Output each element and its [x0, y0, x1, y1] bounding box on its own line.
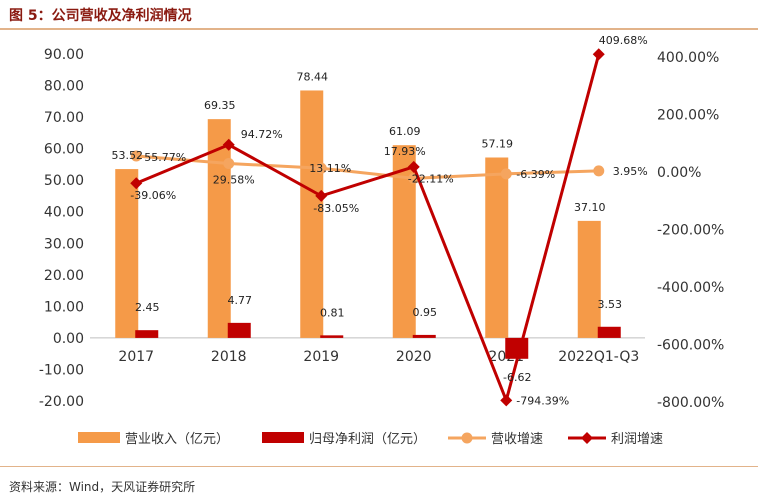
y-left-tick-label: 70.00 [44, 110, 84, 126]
y-left-tick-label: 20.00 [44, 268, 84, 284]
legend-profit-growth-swatch-marker [581, 432, 593, 444]
y-right-tick-label: -800.00% [657, 395, 724, 411]
net-profit-bar [597, 326, 621, 338]
profit-growth-marker [222, 138, 235, 151]
axes-layer: -20.00 -10.00 0.00 10.00 20.00 30.00 40.00 50.0… [39, 47, 724, 411]
net-profit-bar [135, 330, 159, 338]
y-left-tick-label: 10.00 [44, 299, 84, 315]
x-tick-label: 2018 [211, 349, 247, 365]
net-profit-bar [412, 334, 436, 338]
chart-header: 图 5：公司营收及净利润情况 [0, 0, 758, 30]
profit-growth-data-label: -39.06% [130, 189, 176, 202]
revenue-growth-data-label: 29.58% [213, 173, 255, 186]
profit-growth-marker [500, 394, 513, 407]
profit-growth-marker [315, 189, 328, 202]
revenue-bar [207, 119, 231, 338]
revenue-growth-data-label: -6.39% [516, 168, 555, 181]
revenue-growth-marker [500, 168, 512, 180]
source-note: 资料来源：Wind，天风证券研究所 [9, 480, 196, 494]
y-left-tick-label: 80.00 [44, 79, 84, 95]
revenue-growth-marker [223, 157, 235, 169]
profit-growth-data-label: -794.39% [516, 394, 569, 407]
net-profit-data-label: 2.45 [135, 301, 160, 314]
revenue-bar [392, 145, 416, 338]
y-left-tick-label: 90.00 [44, 47, 84, 63]
y-right-tick-label: 200.00% [657, 108, 719, 124]
legend-revenue-swatch [78, 432, 120, 443]
y-right-tick-label: -600.00% [657, 338, 724, 354]
net-profit-bar [320, 335, 344, 338]
y-left-tick-label: 40.00 [44, 205, 84, 221]
legend: 营业收入（亿元） 归母净利润（亿元） 营收增速 利润增速 [78, 432, 663, 447]
y-left-tick-label: -20.00 [39, 394, 84, 410]
figure-title: 图 5：公司营收及净利润情况 [9, 8, 192, 24]
profit-growth-marker [407, 160, 420, 173]
revenue-growth-marker [130, 150, 142, 162]
legend-net-profit-label: 归母净利润（亿元） [309, 432, 426, 447]
revenue-growth-line [136, 154, 599, 180]
profit-growth-data-label: 94.72% [241, 128, 283, 141]
data-labels-layer: 53.52 69.35 78.44 61.09 57.19 37.10 2.45 4.77 0.… [112, 34, 648, 407]
net-profit-data-label: 0.81 [320, 306, 345, 319]
y-left-tick-label: 30.00 [44, 236, 84, 252]
legend-revenue-label: 营业收入（亿元） [125, 432, 229, 447]
revenue-data-label: 69.35 [204, 99, 236, 112]
revenue-data-label: 53.52 [112, 149, 144, 162]
footer-divider [0, 466, 758, 467]
revenue-growth-data-label: 55.77% [144, 151, 186, 164]
x-tick-label: 2020 [396, 349, 432, 365]
net-profit-data-label: 4.77 [228, 294, 253, 307]
revenue-growth-data-label: -22.11% [408, 172, 454, 185]
y-left-tick-label: -10.00 [39, 362, 84, 378]
y-left-tick-label: 50.00 [44, 173, 84, 189]
y-right-tick-label: 0.00% [657, 165, 701, 181]
legend-net-profit-swatch [262, 432, 304, 443]
revenue-profit-chart: -20.00 -10.00 0.00 10.00 20.00 30.00 40.00 50.0… [39, 34, 724, 447]
revenue-growth-marker [593, 165, 605, 177]
revenue-bar [300, 90, 324, 338]
profit-growth-data-label: 409.68% [599, 34, 648, 47]
profit-growth-marker [592, 48, 605, 61]
lines-layer [130, 48, 605, 407]
x-tick-label: 2019 [303, 349, 339, 365]
net-profit-bar [227, 322, 251, 338]
revenue-growth-marker [315, 162, 327, 174]
net-profit-data-label: 3.53 [598, 298, 623, 311]
revenue-growth-data-label: 13.11% [309, 162, 351, 175]
y-right-tick-label: -200.00% [657, 223, 724, 239]
revenue-data-label: 78.44 [297, 70, 329, 83]
net-profit-data-label: -6.62 [503, 371, 531, 384]
revenue-data-label: 61.09 [389, 125, 421, 138]
x-tick-label: 2017 [118, 349, 154, 365]
legend-revenue-growth-swatch-marker [461, 432, 473, 444]
y-right-tick-label: -400.00% [657, 280, 724, 296]
y-left-tick-label: 60.00 [44, 142, 84, 158]
revenue-data-label: 57.19 [482, 138, 514, 151]
profit-growth-marker [130, 177, 143, 190]
title-divider [0, 28, 758, 30]
y-left-tick-label: 0.00 [53, 331, 84, 347]
revenue-data-label: 37.10 [574, 201, 606, 214]
y-right-tick-label: 400.00% [657, 50, 719, 66]
profit-growth-data-label: 17.93% [384, 145, 426, 158]
legend-revenue-growth-label: 营收增速 [491, 432, 543, 447]
x-tick-label: 2022Q1-Q3 [558, 349, 639, 365]
revenue-bar [115, 169, 139, 338]
revenue-bar [577, 220, 601, 338]
revenue-bar [485, 157, 509, 338]
profit-growth-data-label: -83.05% [313, 202, 359, 215]
profit-growth-line [135, 53, 601, 406]
revenue-growth-data-label: 3.95% [613, 165, 648, 178]
net-profit-data-label: 0.95 [413, 306, 438, 319]
bars-layer [115, 90, 621, 359]
legend-profit-growth-label: 利润增速 [611, 432, 663, 447]
